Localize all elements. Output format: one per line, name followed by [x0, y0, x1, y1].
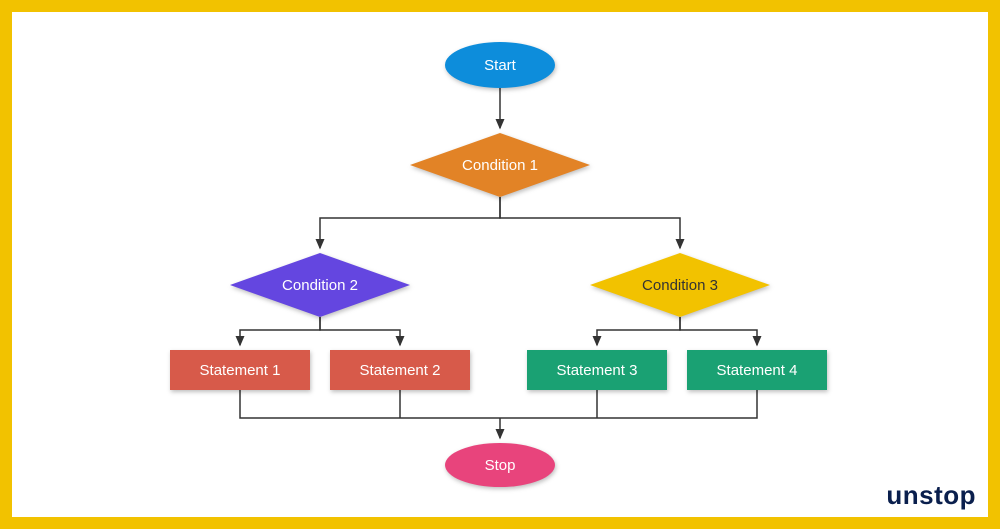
- node-label-cond1: Condition 1: [462, 157, 538, 174]
- edge-cond3-stmt3: [597, 317, 680, 345]
- flowchart-svg: Start Condition 1 Condition 2 Condition 3 St…: [0, 0, 1000, 529]
- edge-stmt1-stop: [240, 390, 500, 418]
- node-stop: Stop: [445, 443, 555, 487]
- node-label-stop: Stop: [485, 457, 516, 474]
- node-stmt4: Statement 4: [687, 350, 827, 390]
- node-stmt2: Statement 2: [330, 350, 470, 390]
- node-cond2: Condition 2: [230, 253, 410, 317]
- brand-logo: unstop: [886, 480, 976, 511]
- flowchart-nodes: Start Condition 1 Condition 2 Condition 3 St…: [170, 42, 827, 487]
- edge-cond1-cond3: [500, 197, 680, 248]
- node-label-stmt4: Statement 4: [717, 362, 798, 379]
- edge-cond2-stmt2: [320, 317, 400, 345]
- node-cond3: Condition 3: [590, 253, 770, 317]
- node-stmt1: Statement 1: [170, 350, 310, 390]
- edge-cond1-cond2: [320, 197, 500, 248]
- edge-cond3-stmt4: [680, 317, 757, 345]
- node-start: Start: [445, 42, 555, 88]
- node-label-start: Start: [484, 57, 517, 74]
- logo-part-stop: stop: [919, 480, 976, 510]
- node-stmt3: Statement 3: [527, 350, 667, 390]
- node-label-cond3: Condition 3: [642, 277, 718, 294]
- node-cond1: Condition 1: [410, 133, 590, 197]
- node-label-cond2: Condition 2: [282, 277, 358, 294]
- diagram-frame: Start Condition 1 Condition 2 Condition 3 St…: [0, 0, 1000, 529]
- edge-stmt4-stop: [500, 390, 757, 418]
- edge-cond2-stmt1: [240, 317, 320, 345]
- node-label-stmt1: Statement 1: [200, 362, 281, 379]
- logo-part-un: un: [886, 480, 919, 510]
- node-label-stmt2: Statement 2: [360, 362, 441, 379]
- node-label-stmt3: Statement 3: [557, 362, 638, 379]
